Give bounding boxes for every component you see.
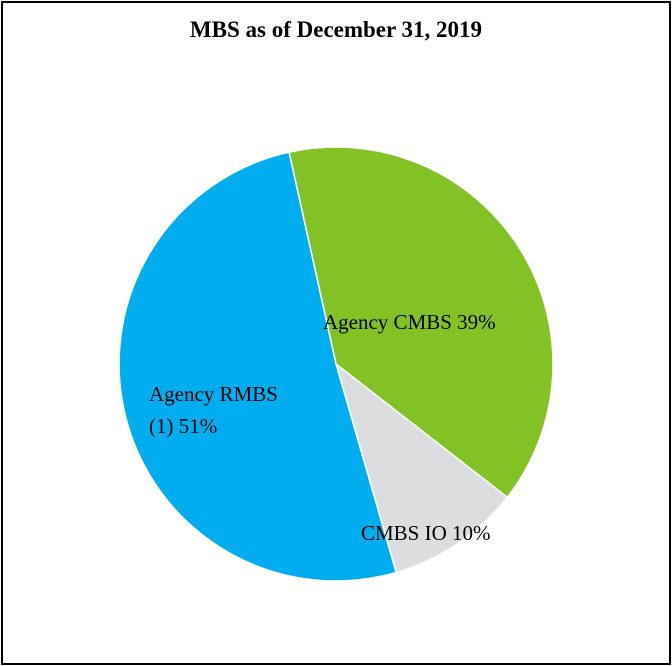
slice-label-agency-rmbs-line1: Agency RMBS (149, 382, 278, 406)
pie-slice-agency-cmbs (288, 146, 554, 499)
slice-label-cmbs-io: CMBS IO 10% (361, 521, 491, 545)
pie-slice-cmbs-io (334, 361, 509, 574)
slice-label-agency-cmbs: Agency CMBS 39% (323, 310, 496, 334)
pie-slices (118, 146, 554, 582)
slice-label-agency-rmbs-line2: (1) 51% (149, 414, 217, 438)
chart-title: MBS as of December 31, 2019 (189, 17, 483, 42)
pie-slice-agency-rmbs (118, 151, 398, 582)
